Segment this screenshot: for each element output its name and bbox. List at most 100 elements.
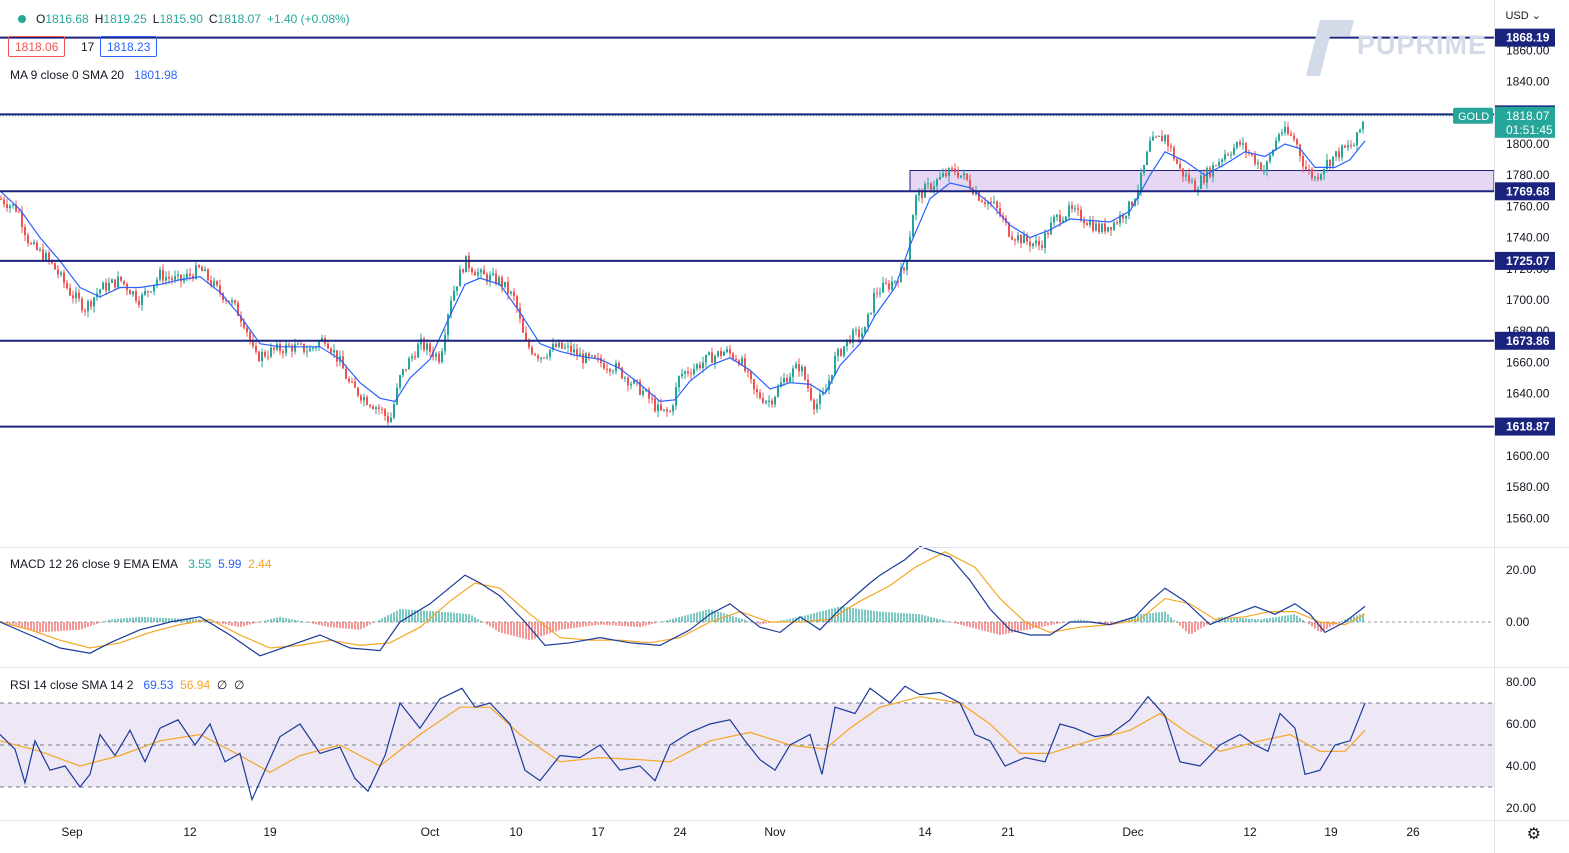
ma-legend[interactable]: MA 9 close 0 SMA 20 1801.98 [10, 68, 178, 82]
candle-body [99, 289, 101, 294]
candle-body [309, 348, 311, 352]
candle-body [144, 291, 146, 295]
macd-histogram-bar [468, 614, 470, 622]
macd-histogram-bar [483, 622, 485, 623]
macd-histogram-bar [294, 619, 296, 622]
macd-histogram-bar [1014, 622, 1016, 633]
macd-histogram-bar [960, 622, 962, 625]
candle-body [318, 341, 320, 348]
macd-histogram-bar [129, 617, 131, 622]
macd-histogram-bar [189, 618, 191, 622]
candle-body [288, 344, 290, 346]
macd-histogram-bar [849, 607, 851, 622]
macd-histogram-bar [402, 609, 404, 622]
macd-histogram-bar [534, 622, 536, 639]
candle-body [1350, 145, 1352, 147]
macd-histogram-bar [54, 622, 56, 632]
candle-body [531, 347, 533, 354]
macd-histogram-bar [528, 622, 530, 640]
candle-body [1026, 234, 1028, 242]
macd-histogram-bar [1350, 617, 1352, 622]
rsi-legend[interactable]: RSI 14 close SMA 14 2 69.53 56.94 ∅ ∅ [10, 678, 245, 692]
candle-body [333, 350, 335, 353]
macd-histogram-bar [1248, 618, 1250, 622]
macd-histogram-bar [1266, 618, 1268, 622]
macd-histogram-bar [501, 622, 503, 633]
candle-body [1299, 144, 1301, 157]
price-tick-label: 1560.00 [1506, 511, 1550, 525]
buy-price-button[interactable]: 1818.23 [100, 36, 158, 57]
price-pane [0, 36, 1495, 428]
macd-histogram-bar [963, 622, 965, 626]
settings-gear-icon[interactable]: ⚙ [1526, 826, 1541, 843]
candle-body [36, 242, 38, 250]
macd-histogram-bar [1029, 622, 1031, 630]
candle-body [1158, 135, 1160, 137]
rsi-sma-value: 56.94 [180, 678, 211, 692]
macd-histogram-bar [792, 618, 794, 622]
macd-histogram-bar [1026, 622, 1028, 630]
macd-histogram-bar [249, 622, 251, 625]
macd-histogram-bar [1059, 622, 1061, 624]
macd-histogram-bar [111, 619, 113, 622]
macd-histogram-bar [3, 622, 5, 623]
ma-value: 1801.98 [134, 68, 178, 82]
macd-histogram-bar [117, 618, 119, 622]
macd-histogram-bar [909, 613, 911, 622]
candle-body [1254, 155, 1256, 164]
candle-body [774, 396, 776, 405]
candle-body [789, 376, 791, 383]
macd-histogram-bar [489, 622, 491, 627]
macd-histogram-bar [336, 622, 338, 628]
candle-body [81, 298, 83, 311]
candle-body [999, 208, 1001, 216]
candle-body [786, 377, 788, 383]
sell-price-button[interactable]: 1818.06 [8, 36, 66, 57]
candle-body [894, 280, 896, 282]
candle-body [1050, 222, 1052, 235]
macd-histogram-bar [510, 622, 512, 636]
macd-legend[interactable]: MACD 12 26 close 9 EMA EMA 3.55 5.99 2.4… [10, 557, 272, 571]
macd-histogram-bar [600, 622, 602, 625]
candle-body [1155, 136, 1157, 138]
candle-body [180, 274, 182, 282]
candle-body [609, 369, 611, 372]
macd-histogram-bar [138, 616, 140, 622]
macd-histogram-bar [351, 622, 353, 630]
candle-body [858, 329, 860, 337]
candle-body [738, 360, 740, 365]
macd-histogram-bar [666, 620, 668, 622]
candle-body [249, 332, 251, 341]
rsi-pane [0, 685, 1494, 802]
macd-histogram-bar [495, 622, 497, 630]
macd-histogram-bar [60, 622, 62, 632]
candle-body [66, 282, 68, 289]
macd-histogram-bar [99, 622, 101, 623]
brand-logo-text: PUPRIME [1357, 30, 1488, 60]
candle-body [465, 255, 467, 273]
candle-body [618, 363, 620, 368]
macd-line [0, 545, 1366, 657]
macd-histogram-bar [1164, 611, 1166, 622]
macd-histogram-bar [1143, 613, 1145, 622]
macd-histogram-bar [1110, 622, 1112, 625]
candle-body [969, 179, 971, 189]
candle-body [156, 279, 158, 285]
macd-histogram-bar [270, 619, 272, 622]
currency-selector[interactable]: USD ⌄ [1505, 10, 1541, 22]
candle-body [1242, 143, 1244, 145]
macd-histogram-bar [921, 614, 923, 622]
macd-histogram-bar [429, 610, 431, 622]
macd-histogram-bar [1188, 622, 1190, 635]
candle-body [1272, 149, 1274, 156]
macd-histogram-bar [282, 617, 284, 622]
candle-body [1122, 215, 1124, 219]
candle-body [18, 211, 20, 213]
candle-body [369, 404, 371, 407]
macd-histogram-bar [399, 609, 401, 622]
macd-histogram-bar [1335, 622, 1337, 625]
macd-histogram-bar [954, 622, 956, 624]
macd-histogram-bar [567, 622, 569, 629]
macd-histogram-bar [1101, 622, 1103, 624]
